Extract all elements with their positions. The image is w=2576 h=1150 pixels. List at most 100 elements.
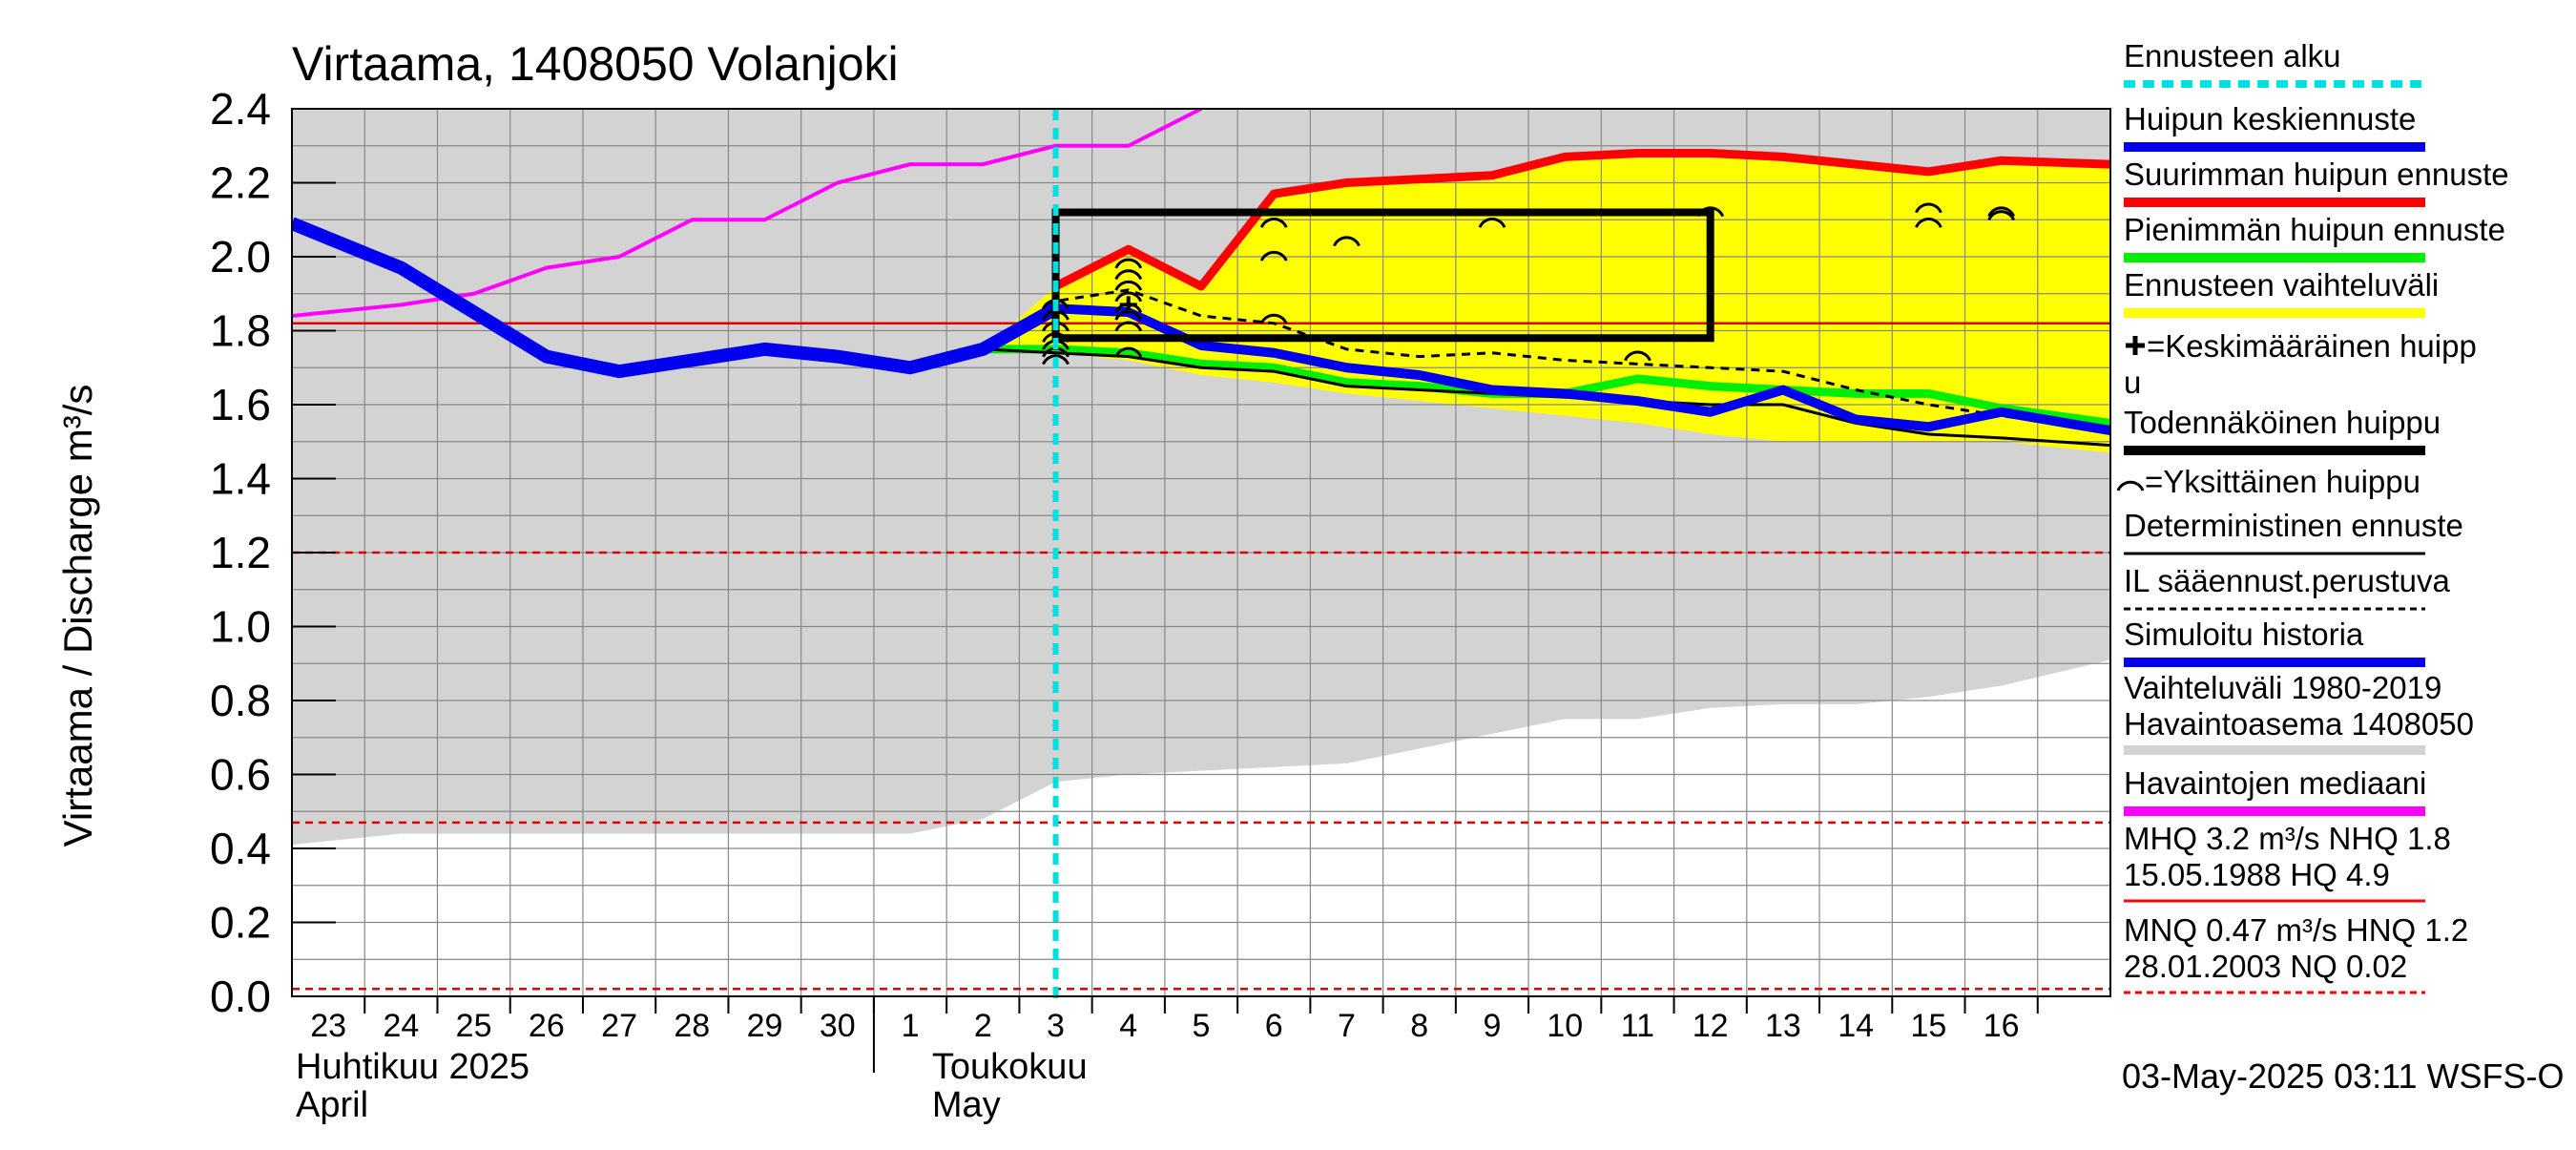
arc-icon [2116,480,2145,491]
single-peak-marker [1915,218,1942,228]
x-tick-label: 26 [529,1008,565,1044]
legend-item: Ennusteen vaihteluväli [2124,267,2439,318]
legend-item: Suurimman huipun ennuste [2124,157,2509,207]
single-peak-marker [1478,218,1506,228]
x-tick-label: 2 [974,1008,992,1044]
single-peak-marker [1114,269,1143,281]
month-label-may-en: May [932,1085,1001,1125]
x-tick-label: 3 [1047,1008,1065,1044]
single-peak-marker [1987,206,2016,218]
legend-label: Suurimman huipun ennuste [2124,157,2509,192]
y-tick-label: 1.6 [210,380,271,429]
x-tick-label: 12 [1693,1008,1729,1044]
legend-label: Havaintojen mediaani [2124,765,2426,801]
single-peak-marker [1915,202,1942,214]
y-tick-label: 2.4 [210,84,271,134]
legend-label-line2: u [2124,365,2141,400]
legend-label: Pienimmän huipun ennuste [2124,212,2505,247]
x-tick-label: 10 [1547,1008,1583,1044]
single-peak-marker [1114,291,1143,303]
single-peak-marker [1114,258,1143,269]
single-peak-marker [1333,236,1361,247]
single-peak-marker [1114,321,1143,332]
legend-label: =Yksittäinen huippu [2145,464,2420,499]
legend-label: Deterministinen ennuste [2124,508,2463,543]
x-tick-label: 1 [902,1008,920,1044]
legend-label: Ennusteen alku [2124,38,2341,73]
legend-item: Huipun keskiennuste [2124,101,2425,152]
month-label-april-fi: Huhtikuu 2025 [296,1047,530,1087]
single-peak-marker [1042,332,1070,344]
legend-item: Ennusteen alku [2124,38,2425,88]
x-tick-label: 8 [1410,1008,1428,1044]
forecast-range-area [983,153,2110,453]
legend-label: MNQ 0.47 m³/s HNQ 1.2 [2124,912,2468,948]
y-tick-label: 1.2 [210,528,271,577]
legend-item: =Yksittäinen huippu [2116,464,2420,499]
series-line-havaintojen-mediaani [292,109,1202,318]
y-tick-label: 2.2 [210,158,271,208]
x-tick-label: 15 [1910,1008,1946,1044]
plus-icon [2126,336,2145,355]
x-tick-label: 14 [1838,1008,1874,1044]
y-tick-label: 0.2 [210,898,271,948]
y-axis-label: Virtaama / Discharge m³/s [55,385,100,847]
single-peak-marker [1696,206,1725,218]
y-tick-label: 0.4 [210,824,271,873]
x-tick-label: 25 [456,1008,492,1044]
legend-label: MHQ 3.2 m³/s NHQ 1.8 [2124,821,2451,856]
x-tick-label: 16 [1984,1008,2020,1044]
legend-item: IL sääennust.perustuva [2124,563,2450,611]
legend-label: IL sääennust.perustuva [2124,563,2450,598]
single-peak-marker [1259,313,1288,324]
legend-item: MHQ 3.2 m³/s NHQ 1.815.05.1988 HQ 4.9 [2124,821,2451,903]
y-tick-label: 1.8 [210,306,271,356]
single-peak-marker [1114,346,1143,358]
legend-label: Simuloitu historia [2124,617,2364,652]
probable-peak-box [1051,208,1714,343]
single-peak-marker [1114,280,1143,291]
legend-label: Todennäköinen huippu [2124,405,2441,440]
single-peak-marker [1042,354,1070,366]
y-tick-label: 2.0 [210,232,271,282]
x-tick-label: 5 [1193,1008,1211,1044]
x-tick-label: 27 [601,1008,637,1044]
y-tick-label: 0.6 [210,750,271,800]
legend-label: Vaihteluväli 1980-2019 [2124,670,2441,705]
chart-title: Virtaama, 1408050 Volanjoki [292,37,899,91]
single-peak-marker [1259,250,1288,261]
single-peak-marker [1624,350,1652,362]
footer-timestamp: 03-May-2025 03:11 WSFS-O [2122,1056,2565,1096]
x-tick-label: 9 [1483,1008,1501,1044]
y-tick-label: 0.0 [210,972,271,1021]
x-tick-label: 28 [674,1008,710,1044]
legend-item: Todennäköinen huippu [2124,405,2441,455]
x-tick-label: 6 [1265,1008,1283,1044]
y-tick-label: 0.8 [210,676,271,725]
legend-item: Vaihteluväli 1980-2019 Havaintoasema 140… [2124,670,2474,755]
series-line-simuloitu-historia [292,217,1059,379]
legend-item: Pienimmän huipun ennuste [2124,212,2505,262]
x-tick-label: 4 [1119,1008,1137,1044]
series-line-huipun-keskiennuste [1055,303,2110,436]
legend-item: Deterministinen ennuste [2124,508,2463,555]
legend-label: =Keskimääräinen huipp [2147,328,2477,364]
legend-item: Simuloitu historia [2124,617,2425,667]
legend-label: Ennusteen vaihteluväli [2124,267,2439,303]
series-line-suurimman-huipun-ennuste [1053,149,2110,291]
x-tick-label: 30 [820,1008,856,1044]
legend-label-line2: Havaintoasema 1408050 [2124,706,2474,742]
x-tick-label: 11 [1621,1008,1654,1044]
legend-label-line2: 28.01.2003 NQ 0.02 [2124,949,2407,984]
legend-label: Huipun keskiennuste [2124,101,2416,136]
month-label-may-fi: Toukokuu [932,1047,1088,1087]
legend-item: Havaintojen mediaani [2124,765,2426,816]
series-line-il-s-ennust-perustuva [982,288,2110,432]
x-tick-label: 23 [310,1008,346,1044]
single-peak-marker [1259,218,1288,228]
y-tick-label: 1.4 [210,454,271,504]
mean-peak-marker [1119,296,1137,314]
legend-item: =Keskimääräinen huippu [2124,328,2477,400]
y-tick-label: 1.0 [210,602,271,652]
